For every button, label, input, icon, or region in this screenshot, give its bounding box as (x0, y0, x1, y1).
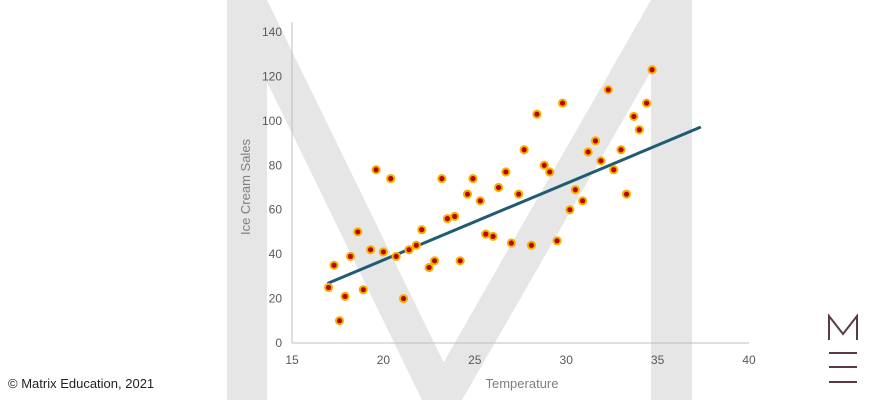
data-point (323, 282, 334, 293)
x-tick-label: 40 (742, 353, 756, 367)
data-point (404, 245, 414, 255)
data-point (442, 214, 452, 224)
data-point (411, 240, 421, 250)
y-tick-label: 140 (262, 25, 282, 39)
data-point (545, 167, 555, 177)
y-tick-label: 0 (275, 336, 282, 350)
y-axis-label: Ice Cream Sales (238, 138, 253, 235)
data-point (455, 256, 465, 266)
data-point (596, 156, 606, 166)
data-point (583, 147, 593, 157)
y-tick-labels: 0 20 40 60 80 100 120 140 (262, 25, 282, 350)
y-tick-label: 60 (269, 203, 283, 217)
trendline (327, 126, 702, 285)
data-point (366, 245, 376, 255)
data-point (578, 196, 588, 206)
data-point (340, 291, 350, 301)
chart-axes (291, 22, 749, 344)
data-point (526, 240, 537, 250)
data-point (603, 85, 613, 95)
data-point (429, 256, 440, 266)
data-point (488, 231, 498, 241)
data-point (468, 174, 478, 184)
copyright-notice: © Matrix Education, 2021 (8, 376, 155, 391)
data-point (329, 260, 339, 270)
data-point (506, 238, 516, 248)
data-point (358, 285, 368, 295)
matrix-m-watermark-icon (227, 0, 692, 400)
y-tick-label: 40 (269, 247, 283, 261)
y-tick-label: 20 (269, 292, 283, 306)
data-point (353, 227, 363, 237)
matrix-m-logo-icon (828, 314, 858, 383)
x-axis-label: Temperature (486, 376, 559, 391)
y-tick-label: 80 (269, 158, 283, 172)
x-tick-labels: 15 20 25 30 35 40 (285, 353, 756, 367)
data-point (462, 189, 473, 199)
data-point (590, 136, 601, 146)
y-tick-label: 120 (262, 69, 282, 83)
data-point (629, 111, 639, 122)
data-point (539, 160, 549, 170)
x-tick-label: 35 (651, 353, 665, 367)
data-point (345, 251, 356, 261)
data-point (398, 293, 409, 304)
data-point (391, 251, 401, 261)
data-point (437, 174, 447, 184)
data-point (552, 236, 562, 246)
data-point (642, 98, 652, 108)
data-point (634, 125, 644, 135)
x-tick-label: 20 (377, 353, 391, 367)
data-points (323, 65, 657, 326)
data-point (493, 182, 504, 193)
data-point (481, 229, 491, 239)
data-point (475, 196, 485, 206)
data-point (450, 211, 460, 221)
trendline-group (327, 126, 702, 285)
data-point (532, 109, 542, 119)
data-point (501, 167, 511, 177)
data-point (609, 165, 619, 175)
data-point (424, 262, 434, 273)
x-tick-label: 30 (560, 353, 574, 367)
y-tick-label: 100 (262, 114, 282, 128)
data-point (616, 145, 626, 155)
x-tick-label: 25 (468, 353, 482, 367)
data-point (647, 65, 657, 75)
data-point (565, 205, 575, 215)
data-point (378, 247, 388, 257)
data-point (557, 98, 568, 108)
data-point (570, 185, 580, 195)
data-point (386, 174, 396, 184)
data-point (621, 189, 632, 199)
data-point (519, 145, 529, 155)
data-point (514, 189, 524, 199)
data-point (417, 225, 427, 235)
x-tick-label: 15 (285, 353, 299, 367)
data-point (334, 316, 345, 326)
data-point (371, 165, 381, 175)
